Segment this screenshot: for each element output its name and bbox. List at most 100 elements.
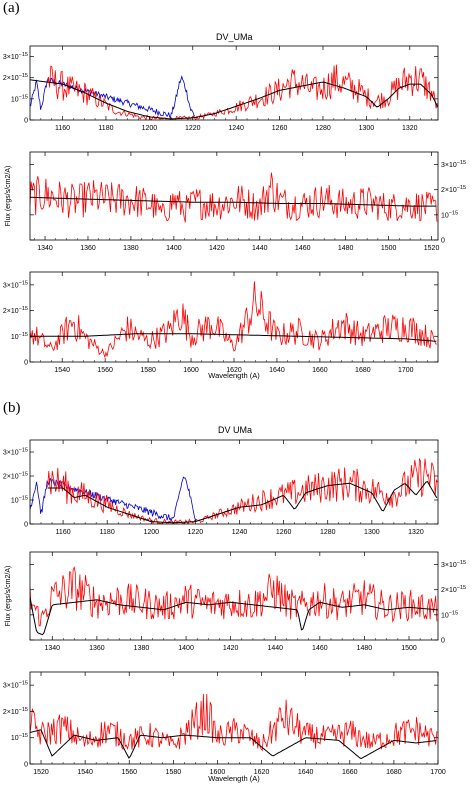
y-tick-label: 0 [24,762,28,769]
x-tick-label: 1520 [424,245,440,252]
x-tick-label: 1220 [188,529,204,536]
x-tick-label: 1400 [166,245,182,252]
panel-a-label: (a) [3,0,20,16]
x-tick-label: 1620 [254,769,270,776]
x-tick-label: 1560 [97,367,113,374]
series-observed-line [30,693,438,752]
series-lyman_alpha-line [30,476,198,522]
y-tick-label: 10−15 [11,496,28,505]
x-tick-label: 1340 [37,245,53,252]
y-tick-label: 10−15 [441,210,458,219]
x-tick-label: 1580 [166,769,182,776]
series-model-line [30,79,438,120]
chart-b3: 1520 1540 1560 1580 1600 1620 1640 1660 1680 1700… [3,671,446,783]
x-tick-label: 1440 [267,645,283,652]
y-tick-label: 3×10−15 [3,448,28,457]
figure-title-a: DV_UMa [216,32,253,42]
x-tick-label: 1600 [183,367,199,374]
x-tick-label: 1580 [140,367,156,374]
x-tick-label: 1220 [185,125,201,132]
chart-a3: 1540 1560 1580 1600 1620 1640 1660 1680 1700 0 10−… [3,271,439,380]
plot-frame [29,439,439,525]
x-tick-label: 1440 [252,245,268,252]
y-tick-label: 2×10−15 [441,185,466,194]
series-model-line [30,729,437,760]
series-model-line [30,597,438,636]
y-tick-label: 3×10−15 [3,681,28,690]
chart-b2: 1340 1360 1380 1400 1420 1440 1460 1480 1500 0 10−… [5,551,466,652]
x-tick-label: 1180 [98,125,113,132]
x-tick-label: 1480 [357,645,373,652]
x-tick-label: 1640 [298,769,314,776]
plot-frame [29,45,439,121]
y-tick-label: 2×10−15 [3,707,28,716]
x-tick-label: 1520 [33,769,49,776]
x-tick-label: 1240 [232,529,248,536]
plot-frame [29,151,439,241]
y-tick-label: 10−15 [11,733,28,742]
y-tick-label: 10−15 [11,332,28,341]
x-tick-label: 1660 [342,769,358,776]
series-observed-line [30,281,437,358]
series-observed-line [30,565,438,627]
x-tick-label: 1200 [144,529,160,536]
y-tick-label: 3×10−15 [3,52,28,61]
x-tick-label: 1360 [80,245,96,252]
y-tick-label: 3×10−15 [3,280,28,289]
series-group [30,172,438,223]
chart-a1: 1160 1180 1200 1220 1240 1260 1280 1300 1320 0 10−… [3,45,439,132]
y-tick-label: 3×10−15 [441,560,466,569]
x-tick-label: 1240 [228,125,244,132]
chart-b1: 1160 1180 1200 1220 1240 1260 1280 1300 1320 0 10−… [3,439,439,536]
series-model-line [47,480,438,524]
figure-title-b: DV UMa [218,425,253,435]
panel-b-label: (b) [3,400,21,416]
x-tick-label: 1700 [398,367,414,374]
y-tick-label: 2×10−15 [441,585,466,594]
x-tick-label: 1560 [121,769,137,776]
x-tick-label: 1540 [77,769,93,776]
x-tick-label: 1380 [134,645,150,652]
x-tick-label: 1380 [123,245,139,252]
x-tick-label: 1500 [401,645,417,652]
x-tick-label: 1280 [320,529,336,536]
x-tick-label: 1340 [45,645,61,652]
x-tick-label: 1680 [355,367,371,374]
x-tick-label: 1480 [338,245,354,252]
series-group [30,693,438,760]
series-group [30,281,437,358]
x-axis-label: Wavelength (A) [208,774,260,783]
x-tick-label: 1620 [226,367,242,374]
x-tick-label: 1280 [315,125,331,132]
y-tick-label: 0 [24,118,28,125]
x-tick-label: 1600 [210,769,226,776]
plot-frame [29,671,439,765]
y-tick-label: 2×10−15 [3,306,28,315]
plot-frame [29,551,439,641]
x-tick-label: 1300 [364,529,380,536]
x-tick-label: 1400 [178,645,194,652]
y-tick-label: 0 [24,360,28,367]
chart-a2: 1340 1360 1380 1400 1420 1440 1460 1480 1500 1520… [5,151,466,252]
series-model-line [30,196,437,207]
x-tick-label: 1300 [359,125,375,132]
y-tick-label: 0 [441,238,445,245]
series-observed-line [30,172,438,223]
x-tick-label: 1680 [386,769,402,776]
y-tick-label: 2×10−15 [3,73,28,82]
series-group [30,565,438,636]
x-tick-label: 1160 [56,529,71,536]
x-tick-label: 1420 [223,645,239,652]
y-tick-label: 0 [441,638,445,645]
x-tick-label: 1260 [276,529,292,536]
x-tick-label: 1180 [100,529,115,536]
x-tick-label: 1320 [408,529,424,536]
y-axis-label: Flux (ergs/s/cm2/A) [5,566,12,627]
series-group [30,457,438,524]
x-tick-label: 1640 [269,367,285,374]
x-tick-label: 1500 [381,245,397,252]
x-tick-label: 1700 [430,769,446,776]
x-tick-label: 1460 [295,245,311,252]
y-tick-label: 2×10−15 [3,472,28,481]
